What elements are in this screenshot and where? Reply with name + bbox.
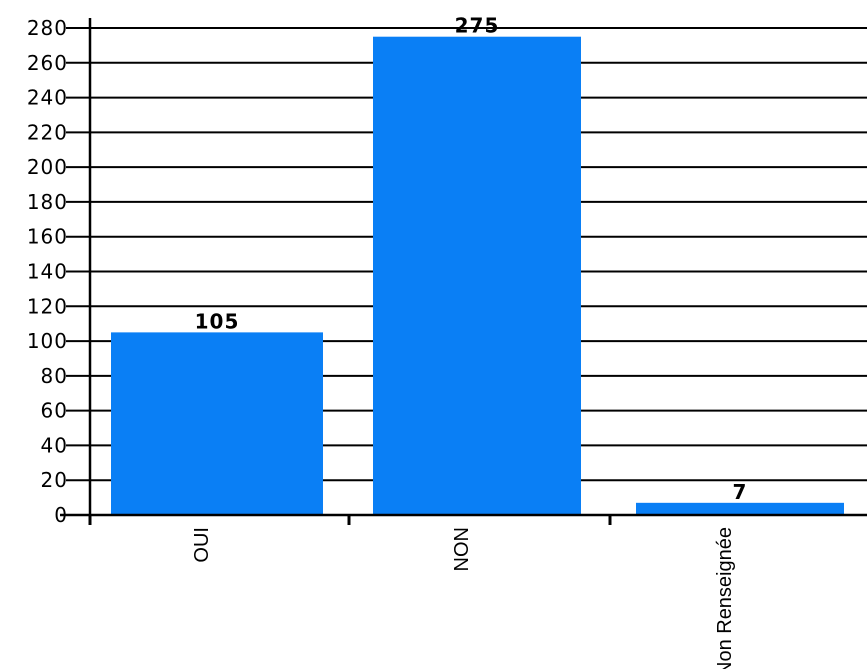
bar — [636, 503, 844, 515]
x-category-label: OUI — [191, 527, 213, 563]
y-tick-label: 140 — [27, 260, 68, 284]
y-tick-label: 120 — [27, 294, 68, 318]
y-tick-label: 180 — [27, 190, 68, 214]
data-label: 275 — [455, 14, 500, 38]
x-category-label: Non Renseignée — [714, 527, 736, 669]
y-tick-label: 80 — [41, 364, 68, 388]
data-label: 105 — [195, 309, 240, 333]
bar — [373, 37, 581, 515]
y-tick-label: 40 — [41, 433, 68, 457]
y-tick-label: 160 — [27, 225, 68, 249]
y-tick-label: 100 — [27, 329, 68, 353]
y-tick-label: 20 — [41, 468, 68, 492]
data-label: 7 — [733, 480, 748, 504]
y-tick-label: 220 — [27, 120, 68, 144]
y-tick-label: 60 — [41, 399, 68, 423]
y-tick-label: 280 — [27, 16, 68, 40]
y-tick-label: 240 — [27, 86, 68, 110]
x-category-label: NON — [451, 527, 473, 571]
bar — [111, 332, 323, 515]
y-tick-label: 200 — [27, 155, 68, 179]
y-tick-label: 0 — [54, 503, 68, 527]
bars-layer — [111, 37, 844, 515]
y-tick-label: 260 — [27, 51, 68, 75]
